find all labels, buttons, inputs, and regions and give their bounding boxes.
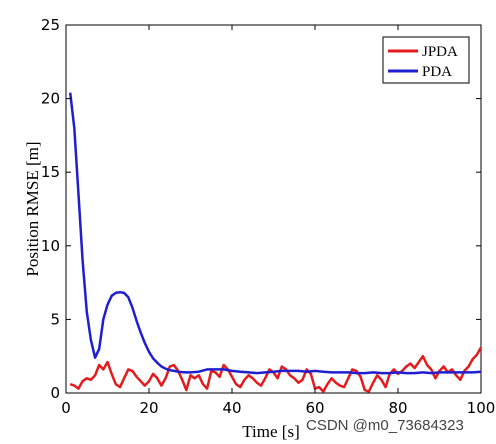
y-tick-label: 25: [41, 16, 60, 34]
y-tick-label: 15: [41, 163, 60, 181]
x-tick-label: 0: [61, 399, 71, 417]
legend-label-jpda: JPDA: [422, 44, 458, 60]
y-tick-label: 20: [41, 90, 60, 108]
legend: JPDA PDA: [382, 36, 470, 84]
x-tick-label: 100: [467, 399, 496, 417]
plot-frame: [65, 24, 482, 394]
series-line-jpda: [69, 346, 483, 393]
watermark: CSDN @m0_73684323: [306, 417, 464, 434]
x-axis-label: Time [s]: [242, 422, 299, 441]
y-tick-label: 5: [50, 310, 60, 328]
series-layer: [68, 92, 483, 393]
legend-box: [382, 36, 470, 84]
series-line-pda: [68, 92, 482, 375]
y-axis-label: Position RMSE [m]: [23, 141, 42, 276]
x-tick-label: 80: [388, 399, 407, 417]
y-tick-label: 10: [41, 237, 60, 255]
axis-ticks: 0 20 40 60 80 100 0 5 10 15 20 25: [41, 16, 495, 417]
x-tick-label: 40: [222, 399, 241, 417]
x-tick-label: 60: [305, 399, 324, 417]
legend-label-pda: PDA: [422, 64, 452, 80]
x-tick-label: 20: [139, 399, 158, 417]
y-tick-label: 0: [50, 384, 60, 402]
